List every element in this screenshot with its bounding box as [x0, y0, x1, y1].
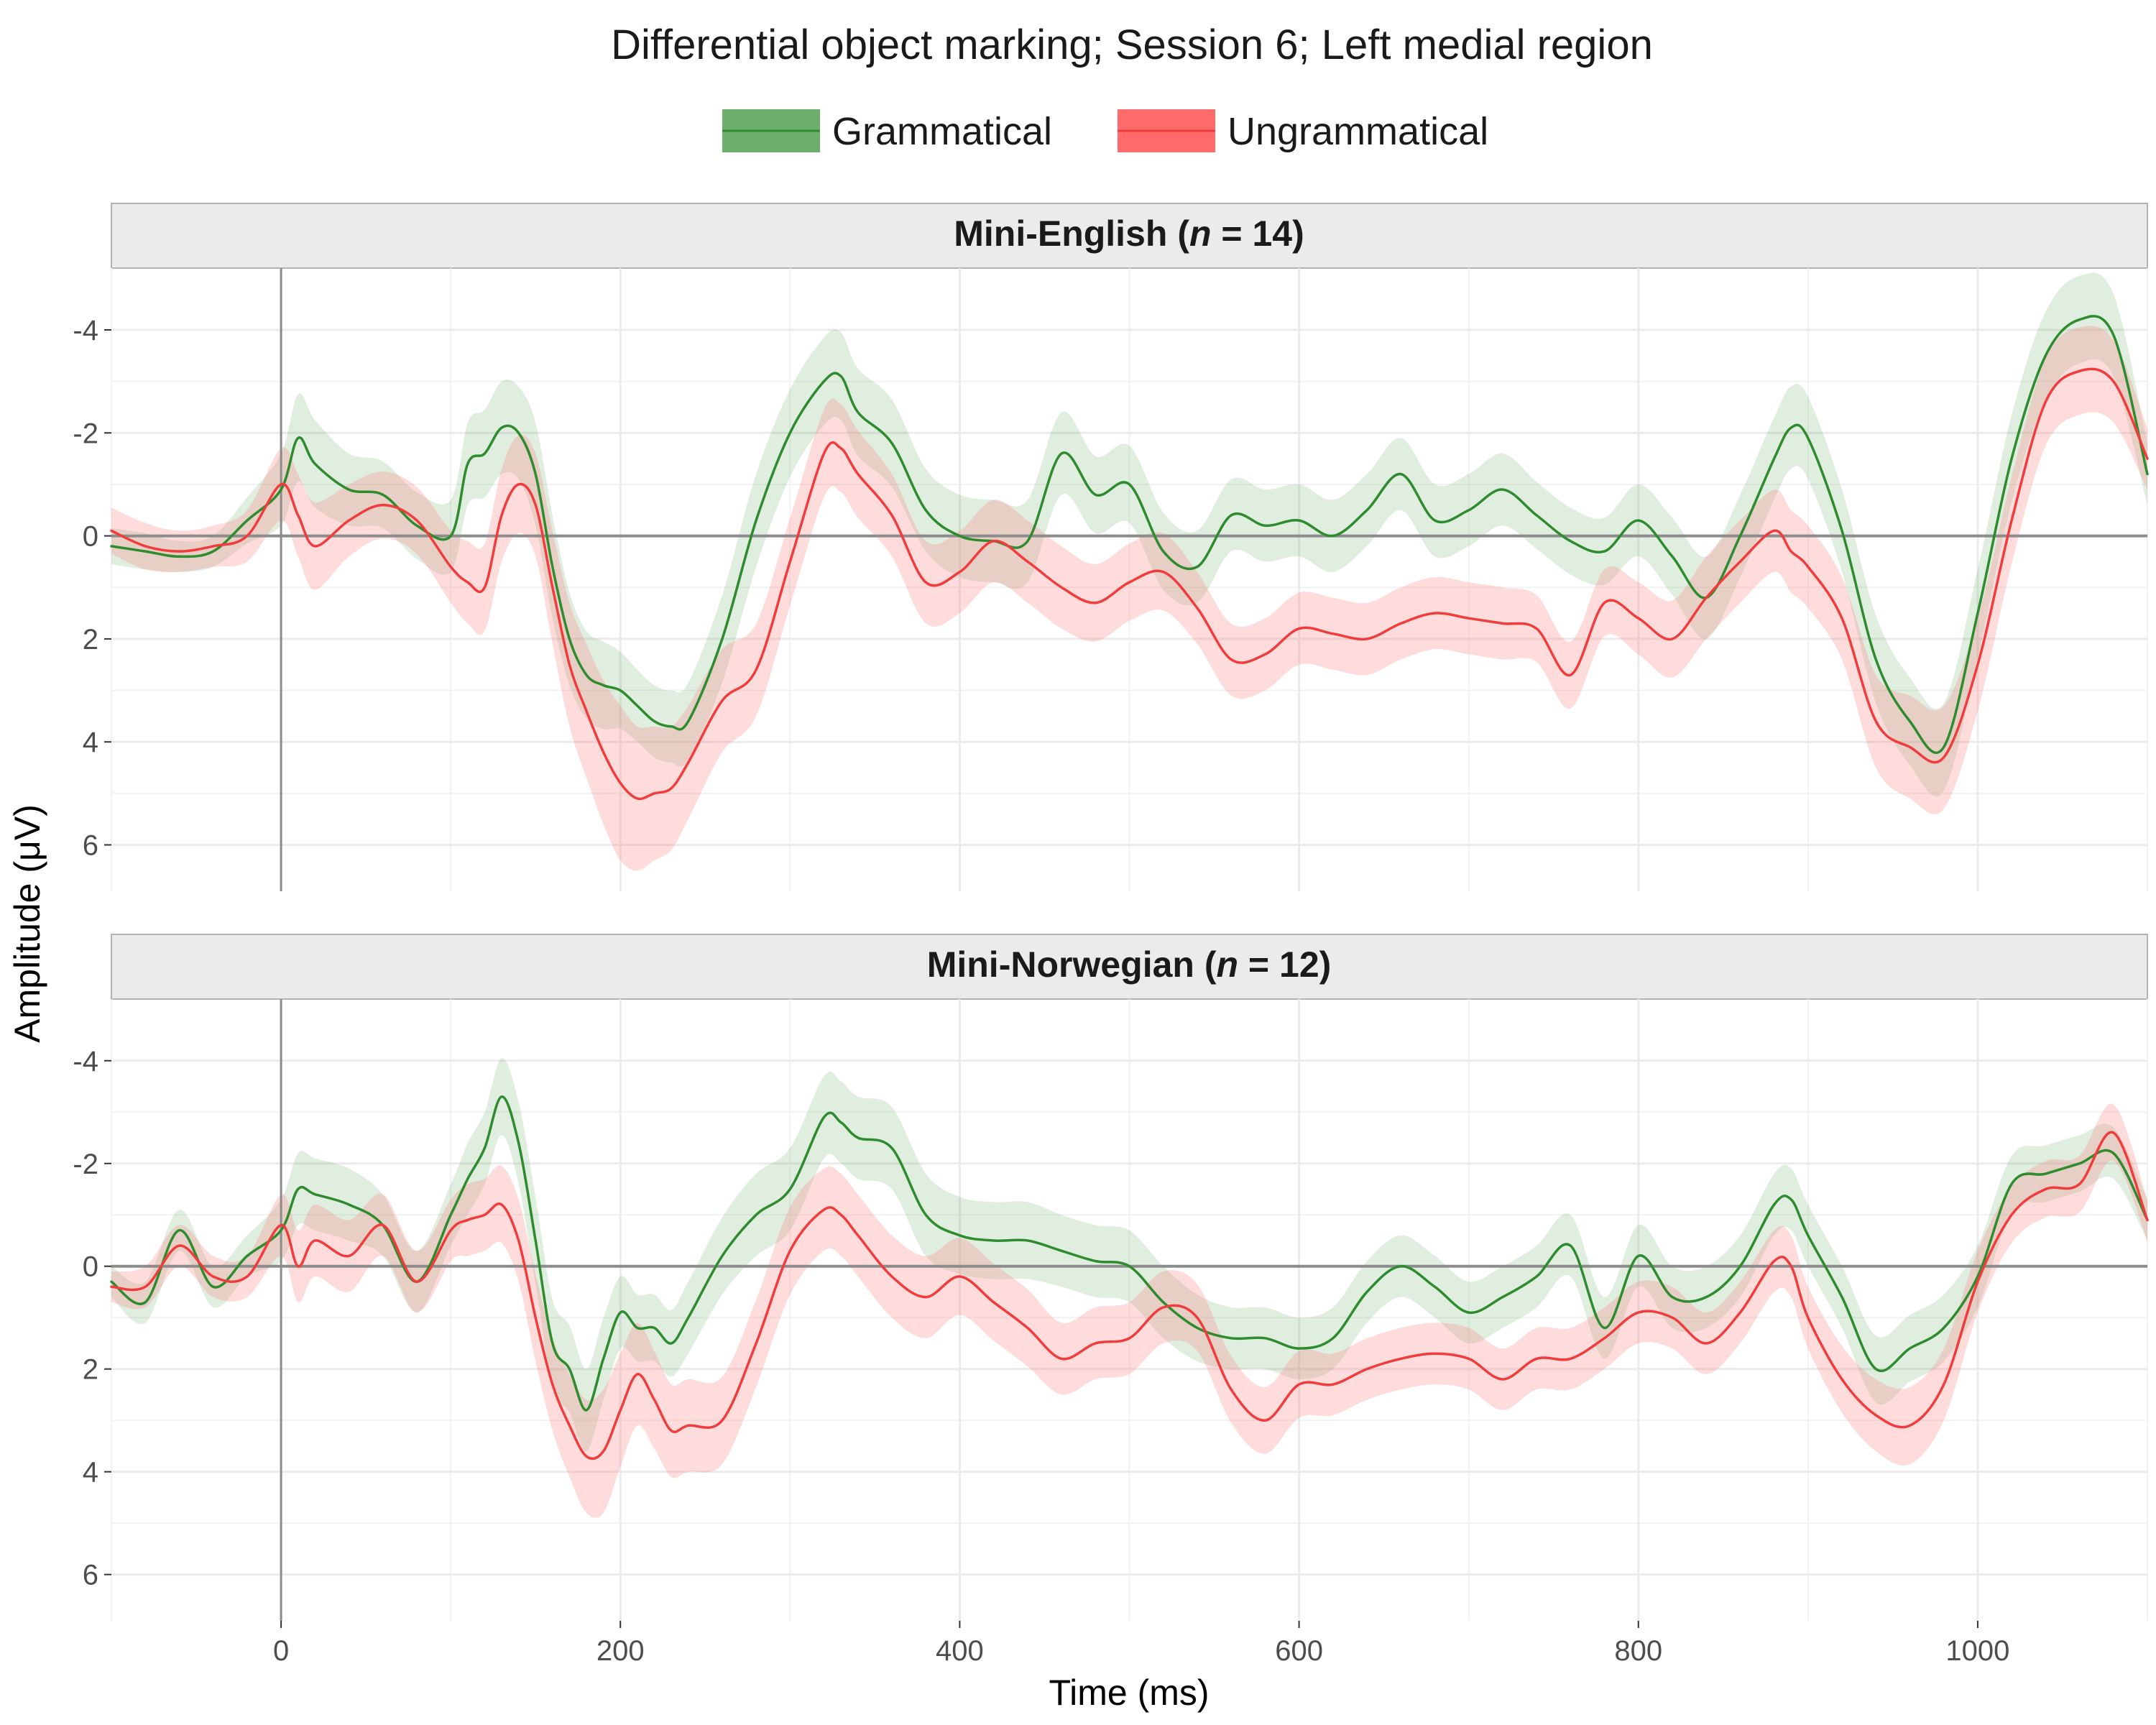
x-tick-label: 800: [1614, 1635, 1662, 1667]
ribbon-grammatical-mini-norwegian: [111, 1058, 2147, 1452]
legend-label-ungrammatical: Ungrammatical: [1227, 110, 1488, 153]
y-tick-label: 2: [83, 1354, 98, 1386]
chart-title: Differential object marking; Session 6; …: [611, 22, 1653, 68]
y-axis-title: Amplitude (μV): [7, 804, 47, 1043]
legend: Grammatical Ungrammatical: [722, 109, 1488, 153]
panel-mini-norwegian: Mini-Norwegian (n = 12) -4 -2 0 2 4 6: [73, 934, 2149, 1621]
ribbon-ungrammatical-mini-norwegian: [111, 1103, 2147, 1519]
ribbon-grammatical-mini-english: [111, 272, 2147, 797]
x-tick-label: 600: [1275, 1635, 1323, 1667]
x-tick-label: 0: [273, 1635, 289, 1667]
series-line-grammatical-mini-norwegian: [110, 1095, 2149, 1412]
ribbon-ungrammatical-mini-english: [111, 325, 2147, 871]
legend-label-grammatical: Grammatical: [832, 110, 1052, 153]
x-tick-label: 400: [936, 1635, 984, 1667]
strip-mini-norwegian: [111, 934, 2148, 1000]
panel-mini-english: Mini-English (n = 14) -4 -2 0 2 4 6: [73, 203, 2149, 891]
y-tick-label: 4: [83, 727, 98, 758]
x-tick-label: 1000: [1945, 1635, 2009, 1667]
x-tick-label: 200: [596, 1635, 645, 1667]
y-tick-label: -2: [73, 418, 98, 449]
x-axis-title: Time (ms): [1049, 1673, 1209, 1713]
y-tick-label: -2: [73, 1149, 98, 1180]
y-tick-label: 0: [83, 521, 98, 553]
x-axis: 0 200 400 600 800 1000: [273, 1621, 2009, 1667]
plot-area-mini-norwegian: -4 -2 0 2 4 6: [73, 999, 2149, 1621]
strip-label-mini-norwegian: Mini-Norwegian (n = 12): [927, 944, 1332, 985]
strip-label-mini-english: Mini-English (n = 14): [954, 213, 1304, 254]
series-line-grammatical-mini-english: [110, 315, 2149, 754]
y-tick-label: 4: [83, 1457, 98, 1489]
y-tick-label: 6: [83, 830, 98, 862]
strip-mini-english: [111, 203, 2148, 269]
y-tick-label: -4: [73, 1046, 98, 1077]
y-tick-label: 6: [83, 1560, 98, 1591]
plot-area-mini-english: -4 -2 0 2 4 6: [73, 268, 2149, 891]
series-line-ungrammatical-mini-norwegian: [110, 1131, 2149, 1460]
y-tick-label: -4: [73, 315, 98, 346]
y-tick-label: 2: [83, 624, 98, 656]
series-line-ungrammatical-mini-english: [110, 367, 2149, 801]
y-tick-label: 0: [83, 1251, 98, 1283]
